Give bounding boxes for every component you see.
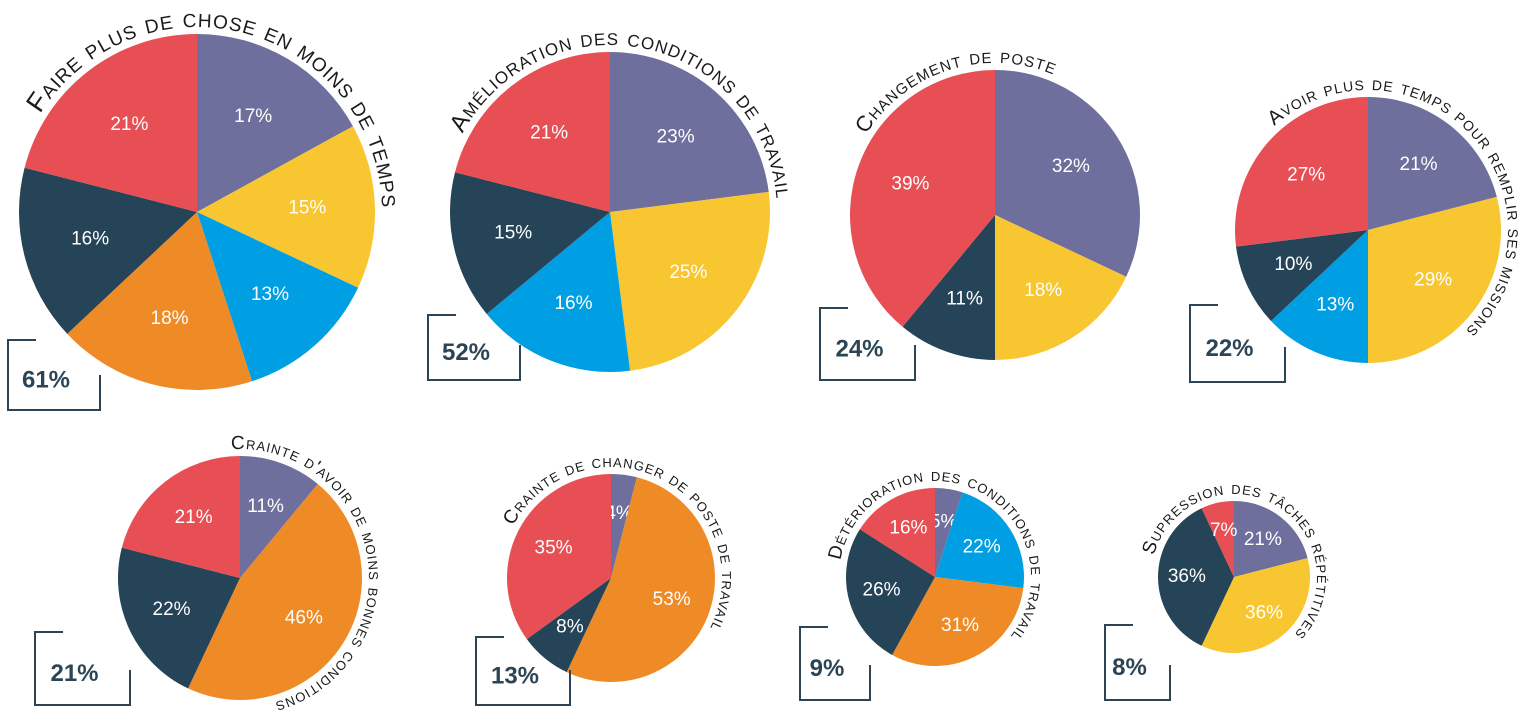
slice-label: 21% bbox=[1400, 154, 1438, 175]
bracket bbox=[1104, 624, 1171, 701]
slice-label: 18% bbox=[151, 308, 189, 329]
slice-label: 13% bbox=[1316, 295, 1354, 316]
pie-slice bbox=[1236, 230, 1368, 322]
slice-label: 4% bbox=[605, 503, 633, 524]
pie-slice bbox=[197, 34, 353, 212]
slice-label: 16% bbox=[889, 518, 927, 539]
slice-label: 21% bbox=[175, 507, 213, 528]
pie-slice bbox=[850, 69, 995, 327]
pie-slice bbox=[611, 474, 637, 578]
pie-slice bbox=[1201, 558, 1310, 653]
bracket bbox=[34, 631, 131, 706]
slice-label: 17% bbox=[234, 106, 272, 127]
pie-slice bbox=[995, 70, 1140, 277]
bracket bbox=[427, 314, 521, 381]
pie-slice bbox=[935, 488, 963, 577]
slice-label: 10% bbox=[1274, 254, 1312, 275]
slice-label: 11% bbox=[946, 289, 983, 310]
pie-slice bbox=[859, 488, 935, 577]
pie-slice bbox=[24, 34, 198, 212]
big-percent: 9% bbox=[810, 655, 845, 682]
slice-label: 5% bbox=[930, 512, 958, 533]
pie-slice bbox=[450, 172, 610, 314]
slice-label: 7% bbox=[1210, 520, 1238, 541]
pie-slice bbox=[197, 126, 375, 288]
pie-slice bbox=[1271, 230, 1368, 363]
pie: 5%22%31%26%16%Détérioration des conditio… bbox=[799, 465, 1046, 701]
slice-label: 29% bbox=[1414, 270, 1452, 291]
slice-label: 27% bbox=[1287, 164, 1325, 185]
slice-label: 32% bbox=[1052, 156, 1090, 177]
pie-slice bbox=[846, 529, 935, 655]
big-percent: 22% bbox=[1205, 335, 1253, 362]
slice-label: 36% bbox=[1168, 566, 1206, 587]
slice-label: 31% bbox=[941, 615, 979, 636]
big-percent: 21% bbox=[50, 660, 98, 687]
slice-label: 35% bbox=[535, 538, 573, 559]
slice-label: 16% bbox=[71, 228, 109, 249]
pie-slice bbox=[1158, 508, 1234, 646]
pie-slice bbox=[67, 212, 253, 390]
pie-slice bbox=[121, 456, 240, 578]
slice-label: 53% bbox=[653, 589, 691, 610]
pie-slice bbox=[995, 215, 1127, 360]
bracket bbox=[475, 636, 571, 706]
slice-label: 46% bbox=[285, 608, 323, 629]
pie-slice bbox=[892, 577, 1024, 666]
slice-label: 11% bbox=[247, 496, 284, 517]
slice-label: 36% bbox=[1245, 602, 1283, 623]
big-percent: 24% bbox=[835, 335, 883, 362]
big-percent: 13% bbox=[491, 662, 539, 689]
slice-label: 13% bbox=[251, 284, 289, 305]
pie-slice bbox=[526, 578, 611, 673]
pie: 23%25%16%15%21%Amélioration des conditio… bbox=[427, 24, 797, 381]
slice-label: 22% bbox=[153, 599, 191, 620]
bracket bbox=[7, 339, 101, 411]
big-percent: 8% bbox=[1112, 654, 1147, 681]
pie-slice bbox=[1368, 196, 1501, 363]
slice-label: 25% bbox=[669, 262, 707, 283]
pie: 21%36%36%7%Supression des tâches répétit… bbox=[1104, 478, 1332, 701]
big-percent: 61% bbox=[22, 366, 70, 393]
pie-slice bbox=[118, 547, 240, 689]
pie-slice bbox=[1235, 97, 1368, 247]
pie-slice bbox=[610, 191, 770, 371]
bracket bbox=[799, 626, 871, 701]
pie-slice bbox=[566, 477, 716, 683]
slice-label: 21% bbox=[530, 123, 568, 144]
pie-slice bbox=[610, 52, 769, 212]
pie-slice bbox=[188, 483, 362, 700]
pie: 17%15%13%18%16%21%Faire plus de chose en… bbox=[7, 3, 405, 411]
pie-slice bbox=[902, 215, 995, 360]
slice-label: 26% bbox=[863, 580, 901, 601]
pie-slice bbox=[935, 492, 1025, 589]
bracket bbox=[819, 307, 916, 381]
pie: 4%53%8%35%Crainte de changer de poste de… bbox=[475, 451, 737, 706]
pie-slice bbox=[455, 52, 610, 212]
pie-slice bbox=[1201, 501, 1234, 577]
slice-label: 16% bbox=[554, 293, 592, 314]
slice-label: 22% bbox=[963, 536, 1001, 557]
slice-label: 21% bbox=[110, 114, 148, 135]
pie-slice bbox=[1234, 501, 1308, 577]
pie-slice bbox=[240, 456, 318, 578]
pie-slice bbox=[1368, 97, 1497, 230]
slice-label: 18% bbox=[1024, 280, 1062, 301]
pie-slice bbox=[507, 474, 611, 640]
slice-label: 8% bbox=[556, 617, 584, 638]
pie: 21%29%13%10%27%Avoir plus de temps pour … bbox=[1189, 73, 1522, 383]
slice-label: 39% bbox=[891, 174, 929, 195]
pie: 11%46%22%21%Crainte d'avoir de moins bon… bbox=[34, 433, 384, 718]
bracket bbox=[1189, 304, 1286, 383]
big-percent: 52% bbox=[442, 339, 490, 366]
slice-label: 15% bbox=[288, 198, 326, 219]
pie-slice bbox=[486, 212, 631, 372]
pie-slice bbox=[19, 167, 198, 334]
slice-label: 15% bbox=[494, 223, 532, 244]
slice-label: 21% bbox=[1244, 529, 1282, 550]
pie-slice bbox=[197, 212, 359, 382]
slice-label: 23% bbox=[657, 127, 695, 148]
